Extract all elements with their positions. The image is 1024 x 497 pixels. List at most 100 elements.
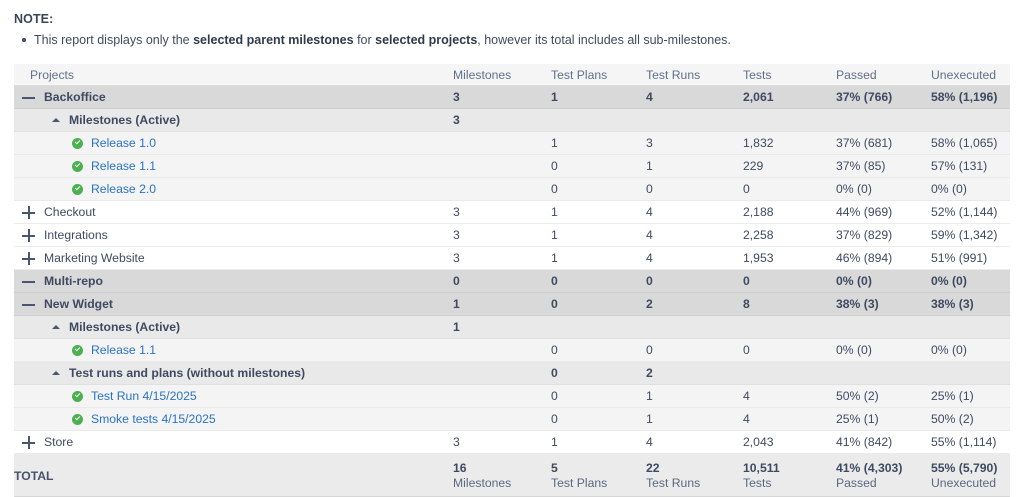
total-value: 55% (5,790) (931, 461, 998, 475)
total-label: TOTAL (14, 453, 453, 497)
table-row[interactable]: Multi-repo 0 0 0 0 0% (0) 0% (0) (14, 269, 1010, 293)
cell-project-name: New Widget (14, 292, 453, 316)
cell-project-name: Release 1.1 (14, 338, 453, 362)
table-row[interactable]: Release 1.1 0 1 229 37% (85) 57% (131) (14, 154, 1010, 178)
milestone-link[interactable]: Test Run 4/15/2025 (91, 389, 197, 403)
cell-milestones: 3 (453, 223, 551, 247)
table-row[interactable]: Checkout 3 1 4 2,188 44% (969) 52% (1,144) (14, 200, 1010, 224)
cell-project-name: Integrations (14, 223, 453, 247)
total-value: 41% (4,303) (836, 461, 903, 475)
cell-passed: 50% (2) (836, 384, 931, 408)
cell-tests: 2,061 (743, 85, 836, 109)
milestone-link[interactable]: Release 1.0 (91, 136, 157, 150)
cell-unexecuted: 58% (1,065) (931, 131, 1010, 155)
note-bullet: This report displays only the selected p… (22, 32, 1024, 48)
cell-test-runs: 2 (646, 361, 743, 385)
cell-unexecuted: 51% (991) (931, 246, 1010, 270)
note-list: This report displays only the selected p… (14, 32, 1024, 48)
cell-milestones (453, 407, 551, 431)
cell-unexecuted (931, 108, 1010, 132)
cell-project-name: Multi-repo (14, 269, 453, 293)
column-header-tests[interactable]: Tests (743, 64, 836, 86)
cell-unexecuted (931, 315, 1010, 339)
cell-unexecuted: 57% (131) (931, 154, 1010, 178)
cell-milestones: 1 (453, 292, 551, 316)
table-row[interactable]: Smoke tests 4/15/2025 0 1 4 25% (1) 50% (2) (14, 407, 1010, 431)
total-value: 10,511 (743, 461, 780, 475)
total-caption: Unexecuted (931, 476, 997, 490)
cell-passed: 0% (0) (836, 338, 931, 362)
cell-test-runs: 4 (646, 200, 743, 224)
cell-unexecuted: 0% (0) (931, 338, 1010, 362)
cell-test-runs (646, 315, 743, 339)
cell-milestones: 1 (453, 315, 551, 339)
plus-icon[interactable] (22, 205, 35, 219)
cell-test-plans (551, 108, 646, 132)
total-cell-unexecuted: 55% (5,790) Unexecuted (931, 453, 1010, 497)
table-row[interactable]: Release 1.1 0 0 0 0% (0) 0% (0) (14, 338, 1010, 362)
total-value: 16 (453, 461, 467, 475)
row-label: New Widget (44, 297, 113, 311)
cell-milestones: 3 (453, 246, 551, 270)
milestone-link[interactable]: Release 2.0 (91, 182, 157, 196)
milestone-link[interactable]: Smoke tests 4/15/2025 (91, 412, 216, 426)
cell-project-name: Milestones (Active) (14, 108, 453, 132)
table-row[interactable]: Release 2.0 0 0 0 0% (0) 0% (0) (14, 177, 1010, 201)
cell-tests: 2,043 (743, 430, 836, 454)
row-label: Test runs and plans (without milestones) (69, 366, 306, 380)
cell-test-runs: 1 (646, 384, 743, 408)
table-body: Backoffice 3 1 4 2,061 37% (766) 58% (1,196) Mi… (14, 85, 1010, 454)
table-row[interactable]: Store 3 1 4 2,043 41% (842) 55% (1,114) (14, 430, 1010, 454)
triangle-up-icon[interactable] (52, 371, 60, 375)
cell-unexecuted: 59% (1,342) (931, 223, 1010, 247)
cell-test-runs: 4 (646, 223, 743, 247)
table-row[interactable]: Test Run 4/15/2025 0 1 4 50% (2) 25% (1) (14, 384, 1010, 408)
cell-passed: 44% (969) (836, 200, 931, 224)
table-row[interactable]: New Widget 1 0 2 8 38% (3) 38% (3) (14, 292, 1010, 316)
cell-unexecuted: 0% (0) (931, 177, 1010, 201)
cell-tests (743, 315, 836, 339)
cell-test-plans: 0 (551, 154, 646, 178)
cell-tests (743, 361, 836, 385)
plus-icon[interactable] (22, 228, 35, 242)
total-caption: Milestones (453, 476, 512, 490)
table-row[interactable]: Milestones (Active) 1 (14, 315, 1010, 339)
total-caption: Test Runs (646, 476, 701, 490)
triangle-up-icon[interactable] (52, 325, 60, 329)
table-row[interactable]: Marketing Website 3 1 4 1,953 46% (894) 51% (9… (14, 246, 1010, 270)
cell-tests: 2,188 (743, 200, 836, 224)
total-cell-passed: 41% (4,303) Passed (836, 453, 931, 497)
cell-milestones: 3 (453, 200, 551, 224)
table-row[interactable]: Milestones (Active) 3 (14, 108, 1010, 132)
cell-test-plans: 0 (551, 177, 646, 201)
note-title: NOTE: (14, 12, 54, 26)
cell-passed: 38% (3) (836, 292, 931, 316)
milestone-link[interactable]: Release 1.1 (91, 343, 157, 357)
column-header-test-plans[interactable]: Test Plans (551, 64, 646, 86)
column-header-passed[interactable]: Passed (836, 64, 931, 86)
column-header-milestones[interactable]: Milestones (453, 64, 551, 86)
cell-passed: 37% (829) (836, 223, 931, 247)
row-label: Checkout (44, 205, 96, 219)
table-row[interactable]: Release 1.0 1 3 1,832 37% (681) 58% (1,065) (14, 131, 1010, 155)
cell-passed (836, 315, 931, 339)
plus-icon[interactable] (22, 435, 35, 449)
note-text-part-1: selected parent milestones (193, 33, 354, 47)
table-row[interactable]: Test runs and plans (without milestones)… (14, 361, 1010, 385)
minus-icon[interactable] (22, 298, 35, 311)
column-header-projects[interactable]: Projects (14, 64, 453, 86)
table-row[interactable]: Backoffice 3 1 4 2,061 37% (766) 58% (1,196) (14, 85, 1010, 109)
minus-icon[interactable] (22, 275, 35, 288)
cell-test-plans: 0 (551, 292, 646, 316)
minus-icon[interactable] (22, 91, 35, 104)
column-header-unexecuted[interactable]: Unexecuted (931, 64, 1010, 86)
cell-tests: 1,832 (743, 131, 836, 155)
triangle-up-icon[interactable] (52, 118, 60, 122)
total-caption: Test Plans (551, 476, 608, 490)
plus-icon[interactable] (22, 251, 35, 265)
cell-test-plans: 0 (551, 384, 646, 408)
milestone-link[interactable]: Release 1.1 (91, 159, 157, 173)
column-header-test-runs[interactable]: Test Runs (646, 64, 743, 86)
table-row[interactable]: Integrations 3 1 4 2,258 37% (829) 59% (1,342) (14, 223, 1010, 247)
